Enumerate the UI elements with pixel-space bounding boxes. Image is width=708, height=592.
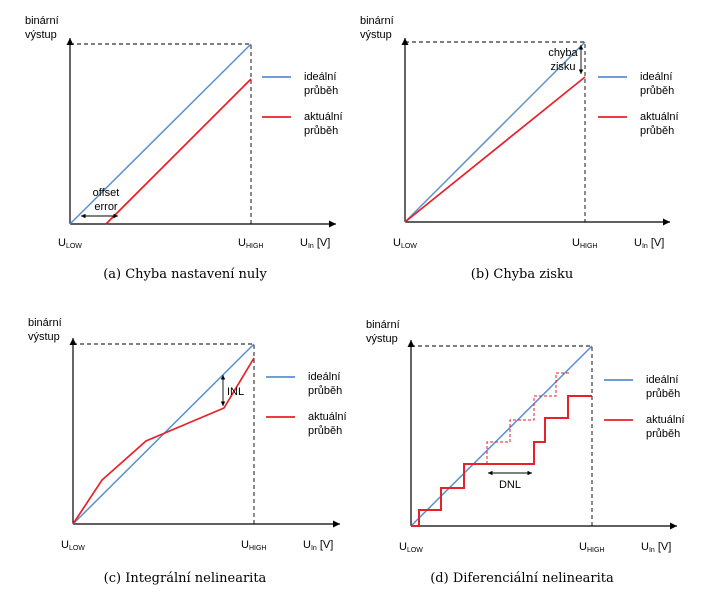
- ideal-staircase: [486, 372, 570, 464]
- full-scale-dashed-guide: [411, 345, 593, 526]
- u-symbol: U: [303, 539, 311, 551]
- legend-ideal-line-1: ideální: [646, 374, 678, 386]
- full-scale-dashed-guide: [405, 41, 586, 222]
- legend-ideal-line-1: ideální: [308, 371, 340, 383]
- annotation-line-2: zisku: [550, 61, 575, 73]
- legend-actual-line-2: průběh: [646, 428, 680, 440]
- actual-curve: [72, 357, 255, 525]
- actual-staircase: [411, 395, 592, 527]
- y-axis-label-line-2: výstup: [25, 29, 57, 41]
- annotation-line-2: error: [94, 201, 118, 213]
- legend-actual-line-2: průběh: [308, 425, 342, 437]
- unit-label: [V]: [314, 237, 331, 249]
- panel-caption: (d) Diferenciální nelinearita: [430, 571, 614, 586]
- y-axis-label-line-1: binární: [25, 15, 59, 27]
- u-high-label: UHIGH: [572, 237, 597, 250]
- low-subscript: LOW: [69, 545, 85, 552]
- full-scale-dashed-guide: [70, 43, 252, 224]
- y-axis-label-line-2: výstup: [366, 333, 398, 345]
- actual-line: [404, 76, 586, 223]
- low-subscript: LOW: [66, 243, 82, 250]
- panel-offset-error: offset error binární výstup ULOW UHIGH U…: [25, 15, 343, 282]
- high-subscript: HIGH: [587, 547, 605, 554]
- annotation-line-1: DNL: [499, 479, 521, 491]
- in-subscript: In: [642, 243, 648, 250]
- legend-ideal-line-1: ideální: [304, 71, 336, 83]
- u-symbol: U: [393, 237, 401, 249]
- in-subscript: In: [311, 545, 317, 552]
- u-low-label: ULOW: [58, 237, 82, 250]
- y-axis-label-line-2: výstup: [28, 331, 60, 343]
- u-symbol: U: [641, 541, 649, 553]
- full-scale-dashed-guide: [73, 343, 255, 524]
- u-high-label: UHIGH: [579, 541, 604, 554]
- u-symbol: U: [61, 539, 69, 551]
- ideal-line: [69, 43, 252, 225]
- panel-caption: (b) Chyba zisku: [471, 267, 573, 282]
- u-low-label: ULOW: [399, 541, 423, 554]
- u-in-label: UIn [V]: [641, 541, 671, 554]
- u-symbol: U: [634, 237, 642, 249]
- u-symbol: U: [300, 237, 308, 249]
- low-subscript: LOW: [401, 243, 417, 250]
- high-subscript: HIGH: [249, 545, 267, 552]
- u-symbol: U: [241, 539, 249, 551]
- legend-ideal-line-2: průběh: [308, 385, 342, 397]
- legend-ideal-line-2: průběh: [304, 85, 338, 97]
- in-subscript: In: [308, 243, 314, 250]
- unit-label: [V]: [655, 541, 672, 553]
- panel-caption: (c) Integrální nelinearita: [104, 571, 267, 586]
- y-axis-label-line-1: binární: [28, 317, 62, 329]
- u-symbol: U: [238, 237, 246, 249]
- panel-gain-error: chyba zisku binární výstup ULOW UHIGH UI…: [360, 15, 679, 282]
- legend-actual-line-1: aktuální: [308, 411, 347, 423]
- u-in-label: UIn [V]: [300, 237, 330, 250]
- annotation-line-1: INL: [227, 386, 244, 398]
- high-subscript: HIGH: [580, 243, 598, 250]
- low-subscript: LOW: [407, 547, 423, 554]
- y-axis-label-line-1: binární: [366, 319, 400, 331]
- actual-line: [105, 78, 252, 225]
- u-symbol: U: [579, 541, 587, 553]
- high-subscript: HIGH: [246, 243, 264, 250]
- legend-actual-line-2: průběh: [640, 125, 674, 137]
- u-symbol: U: [58, 237, 66, 249]
- panel-differential-nonlinearity: DNL binární výstup ULOW UHIGH UIn [V] id…: [366, 319, 685, 586]
- annotation-line-1: offset: [93, 187, 120, 199]
- unit-label: [V]: [648, 237, 665, 249]
- legend-actual-line-2: průběh: [304, 125, 338, 137]
- annotation-line-1: chyba: [548, 47, 578, 59]
- ideal-line: [410, 345, 593, 527]
- legend-ideal-line-1: ideální: [640, 71, 672, 83]
- legend-ideal-line-2: průběh: [646, 388, 680, 400]
- ideal-line: [404, 41, 586, 223]
- y-axis-label-line-1: binární: [360, 15, 394, 27]
- panel-caption: (a) Chyba nastavení nuly: [103, 267, 267, 282]
- legend-actual-line-1: aktuální: [304, 111, 343, 123]
- legend-actual-line-1: aktuální: [640, 111, 679, 123]
- u-symbol: U: [399, 541, 407, 553]
- u-low-label: ULOW: [61, 539, 85, 552]
- u-in-label: UIn [V]: [634, 237, 664, 250]
- legend-actual-line-1: aktuální: [646, 414, 685, 426]
- panel-integral-nonlinearity: INL binární výstup ULOW UHIGH UIn [V] id…: [28, 317, 347, 586]
- u-high-label: UHIGH: [241, 539, 266, 552]
- u-low-label: ULOW: [393, 237, 417, 250]
- u-in-label: UIn [V]: [303, 539, 333, 552]
- u-symbol: U: [572, 237, 580, 249]
- unit-label: [V]: [317, 539, 334, 551]
- in-subscript: In: [649, 547, 655, 554]
- y-axis-label-line-2: výstup: [360, 29, 392, 41]
- legend-ideal-line-2: průběh: [640, 85, 674, 97]
- u-high-label: UHIGH: [238, 237, 263, 250]
